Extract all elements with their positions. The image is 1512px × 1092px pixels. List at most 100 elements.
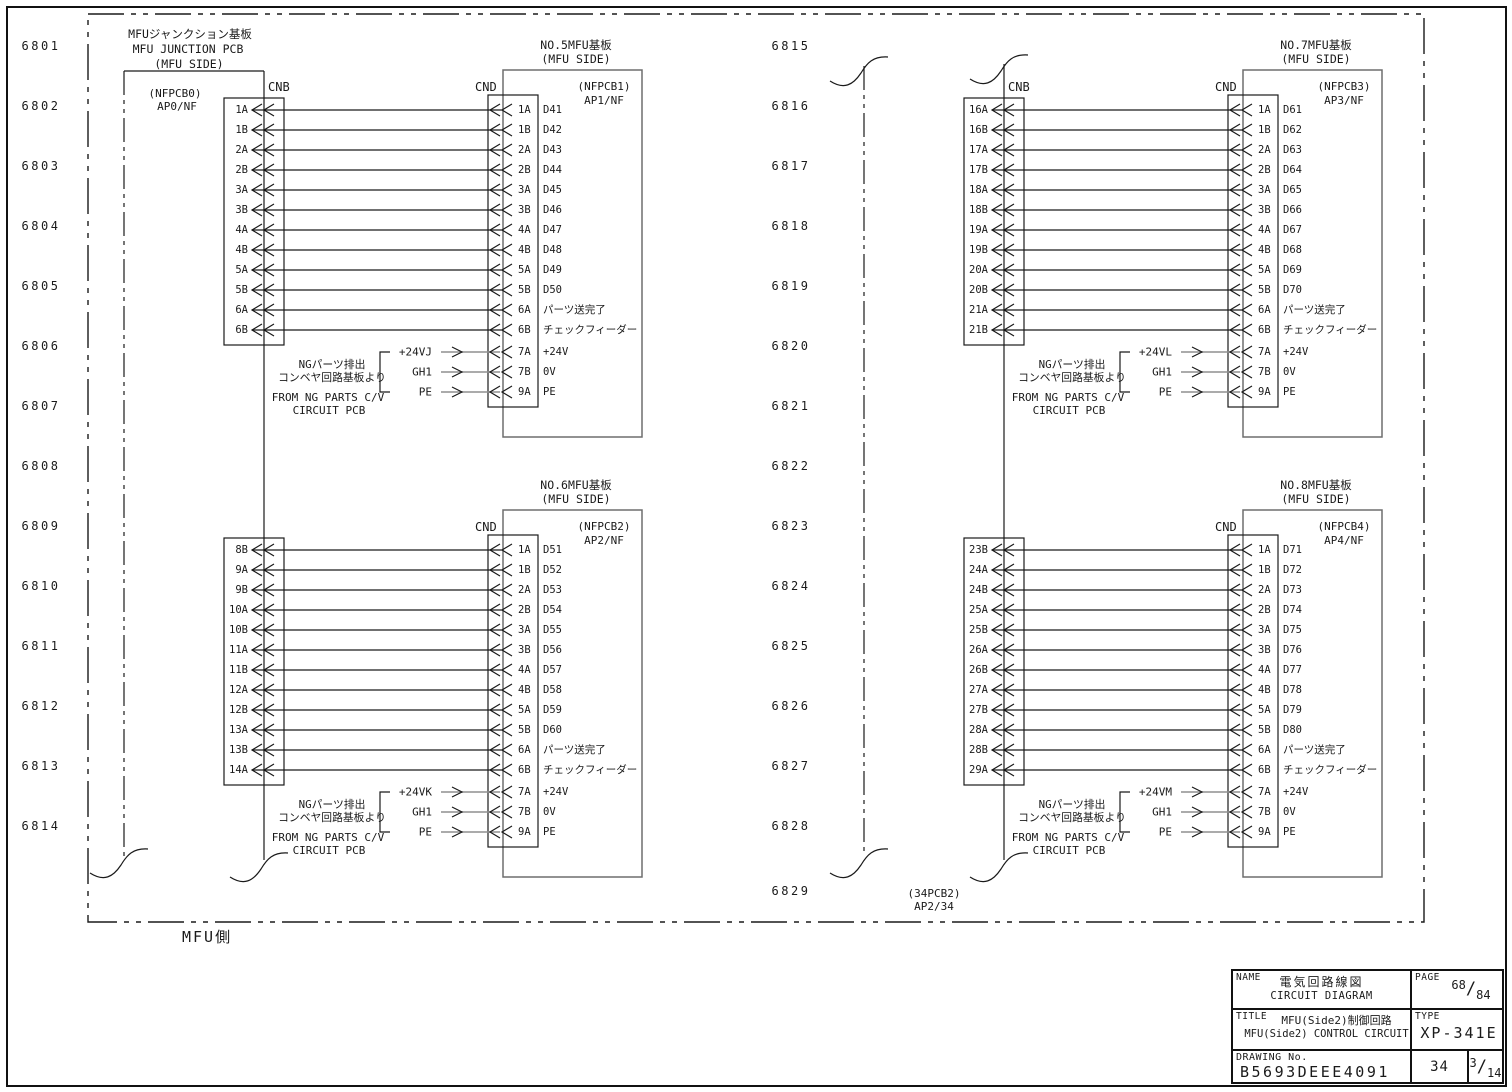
cnd-pin-label: 1A (1258, 104, 1271, 116)
cnb-pin-label: 24B (969, 584, 988, 596)
connector-pin-chevron (488, 143, 501, 157)
connector-pin-chevron (488, 825, 501, 839)
connector-pin-chevron (1240, 683, 1253, 697)
connector-pin-chevron (488, 163, 501, 177)
cnb-pin-label: 18A (969, 184, 989, 196)
connector-pin-chevron (500, 805, 513, 819)
titleblock-page-cell: PAGE 68/84 (1410, 971, 1502, 1008)
connector-pin-chevron (1240, 763, 1253, 777)
cnb-pin-label: 9A (235, 564, 248, 576)
ng-note-jp2: コンベヤ回路基板より (278, 370, 386, 384)
connector-pin-chevron (250, 643, 263, 657)
power-arrow-head (1191, 786, 1204, 798)
connector-pin-chevron (250, 603, 263, 617)
connector-pin-chevron (250, 263, 263, 277)
connector-pin-chevron (990, 723, 1003, 737)
power-wire-label: GH1 (412, 806, 432, 819)
connector-pin-chevron (1002, 543, 1015, 557)
cnb-connector-outline (963, 97, 1025, 346)
row-number: 6825 (772, 639, 811, 653)
power-arrow-head (451, 786, 464, 798)
signal-label: D56 (543, 644, 562, 656)
cnd-pin-label: 4A (518, 664, 531, 676)
cnb-pin-label: 20A (969, 264, 989, 276)
signal-label: D78 (1283, 684, 1302, 696)
title-block: NAME 電気回路線図 CIRCUIT DIAGRAM PAGE 68/84 T… (1231, 969, 1504, 1084)
row-number: 6808 (22, 459, 61, 473)
power-arrow-head (1191, 346, 1204, 358)
document-name-en: CIRCUIT DIAGRAM (1270, 990, 1373, 1002)
connector-pin-chevron (250, 763, 263, 777)
connector-pin-chevron (1240, 263, 1253, 277)
connector-pin-chevron (262, 683, 275, 697)
junction-title-jp: MFUジャンクション基板 (128, 27, 252, 41)
signal-label: D77 (1283, 664, 1302, 676)
power-arrow-head (1191, 806, 1204, 818)
cnb-pin-label: 17A (969, 144, 989, 156)
connector-pin-chevron (262, 203, 275, 217)
cnb-pin-label: 11B (229, 664, 248, 676)
connector-pin-chevron (1240, 365, 1253, 379)
signal-label: チェックフィーダー (543, 323, 637, 336)
connector-pin-chevron (250, 743, 263, 757)
cnb-pin-label: 13A (229, 724, 249, 736)
connector-pin-chevron (250, 123, 263, 137)
signal-label: +24V (543, 786, 569, 798)
connector-pin-chevron (990, 263, 1003, 277)
cnb-pin-label: 6A (235, 304, 248, 316)
connector-pin-chevron (500, 203, 513, 217)
drawing-no-label: DRAWING No. (1236, 1052, 1308, 1063)
signal-label: D59 (543, 704, 562, 716)
connector-pin-chevron (1228, 263, 1241, 277)
cnd-pin-label: 5B (1258, 724, 1271, 736)
cnd-pin-label: 5B (518, 284, 531, 296)
connector-pin-chevron (1002, 663, 1015, 677)
connector-pin-chevron (500, 623, 513, 637)
cnb-pin-label: 28B (969, 744, 988, 756)
row-number: 6822 (772, 459, 811, 473)
connector-pin-chevron (488, 583, 501, 597)
connector-pin-chevron (1228, 805, 1241, 819)
connector-pin-chevron (262, 563, 275, 577)
signal-label: D76 (1283, 644, 1302, 656)
connector-pin-chevron (1002, 623, 1015, 637)
signal-label: PE (543, 826, 556, 838)
connector-pin-chevron (1240, 323, 1253, 337)
cnd-pin-label: 5A (518, 704, 531, 716)
cnb-pin-label: 27B (969, 704, 988, 716)
connector-pin-chevron (500, 603, 513, 617)
connector-pin-chevron (262, 663, 275, 677)
row-number: 6827 (772, 759, 811, 773)
row-number: 6812 (22, 699, 61, 713)
connector-pin-chevron (990, 763, 1003, 777)
cnd-pin-label: 1B (518, 124, 531, 136)
connector-pin-chevron (1228, 683, 1241, 697)
power-wire-label: PE (419, 386, 432, 399)
board-ref: (NFPCB4) (1318, 520, 1371, 533)
connector-pin-chevron (1240, 743, 1253, 757)
connector-pin-chevron (250, 563, 263, 577)
connector-pin-chevron (500, 303, 513, 317)
cnd-pin-label: 7B (1258, 806, 1271, 818)
power-arrow-head (1191, 366, 1204, 378)
cnd-pin-label: 5A (1258, 264, 1271, 276)
connector-pin-chevron (262, 543, 275, 557)
cnb-pin-label: 23B (969, 544, 988, 556)
connector-pin-chevron (990, 663, 1003, 677)
row-number: 6802 (22, 99, 61, 113)
connector-pin-chevron (500, 663, 513, 677)
row-number: 6803 (22, 159, 61, 173)
row-number: 6806 (22, 339, 61, 353)
connector-pin-chevron (262, 703, 275, 717)
signal-label: パーツ送完了 (543, 303, 606, 316)
cnb-pin-label: 4A (235, 224, 248, 236)
connector-pin-chevron (250, 103, 263, 117)
signal-label: PE (1283, 826, 1296, 838)
signal-label: +24V (1283, 346, 1309, 358)
junction-side-label: (MFU SIDE) (154, 57, 223, 71)
connector-pin-chevron (1228, 825, 1241, 839)
ng-note-jp1: NGパーツ排出 (299, 357, 366, 371)
cnd-pin-label: 6A (1258, 744, 1271, 756)
board-title-jp: NO.5MFU基板 (540, 38, 612, 52)
ng-note-jp1: NGパーツ排出 (1039, 357, 1106, 371)
